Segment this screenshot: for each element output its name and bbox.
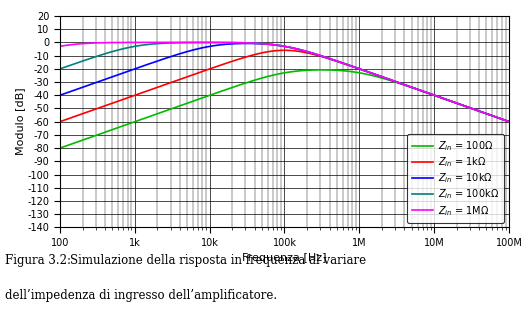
Text: Figura 3.2:: Figura 3.2: <box>5 254 71 267</box>
$Z_{in}$ = 10k$\Omega$ <box>248 42 255 45</box>
$Z_{in}$ = 100k$\Omega$ <box>57 67 63 71</box>
$Z_{in}$ = 100k$\Omega$ <box>135 44 141 48</box>
$Z_{in}$ = 100$\Omega$ <box>135 119 141 122</box>
$Z_{in}$ = 1M$\Omega$ <box>497 117 503 121</box>
$Z_{in}$ = 100$\Omega$ <box>449 100 455 103</box>
$Z_{in}$ = 1M$\Omega$ <box>248 41 255 45</box>
Y-axis label: Modulo [dB]: Modulo [dB] <box>15 88 25 156</box>
$Z_{in}$ = 1M$\Omega$ <box>57 45 63 48</box>
$Z_{in}$ = 100$\Omega$ <box>319 68 325 72</box>
$Z_{in}$ = 1k$\Omega$ <box>449 100 455 103</box>
$Z_{in}$ = 1M$\Omega$ <box>108 41 114 45</box>
$Z_{in}$ = 100$\Omega$ <box>506 120 512 123</box>
$Z_{in}$ = 100k$\Omega$ <box>229 41 235 45</box>
Line: $Z_{in}$ = 1k$\Omega$: $Z_{in}$ = 1k$\Omega$ <box>60 50 509 122</box>
$Z_{in}$ = 100$\Omega$ <box>229 86 235 89</box>
$Z_{in}$ = 100k$\Omega$ <box>108 50 114 54</box>
$Z_{in}$ = 100$\Omega$ <box>108 128 114 132</box>
$Z_{in}$ = 1M$\Omega$ <box>229 41 235 45</box>
Line: $Z_{in}$ = 100$\Omega$: $Z_{in}$ = 100$\Omega$ <box>60 70 509 148</box>
$Z_{in}$ = 10k$\Omega$ <box>108 75 114 79</box>
$Z_{in}$ = 10k$\Omega$ <box>497 117 503 121</box>
$Z_{in}$ = 1k$\Omega$ <box>281 48 288 52</box>
$Z_{in}$ = 1M$\Omega$ <box>506 120 512 123</box>
Legend: $Z_{in}$ = 100$\Omega$, $Z_{in}$ = 1k$\Omega$, $Z_{in}$ = 10k$\Omega$, $Z_{in}$ : $Z_{in}$ = 100$\Omega$, $Z_{in}$ = 1k$\O… <box>407 134 504 223</box>
Line: $Z_{in}$ = 1M$\Omega$: $Z_{in}$ = 1M$\Omega$ <box>60 42 509 121</box>
$Z_{in}$ = 100k$\Omega$ <box>497 117 503 121</box>
Text: Simulazione della risposta in frequenza al variare: Simulazione della risposta in frequenza … <box>70 254 366 267</box>
Line: $Z_{in}$ = 10k$\Omega$: $Z_{in}$ = 10k$\Omega$ <box>60 44 509 121</box>
$Z_{in}$ = 10k$\Omega$ <box>135 66 141 70</box>
$Z_{in}$ = 1M$\Omega$ <box>169 40 175 44</box>
$Z_{in}$ = 1k$\Omega$ <box>108 102 114 106</box>
$Z_{in}$ = 100k$\Omega$ <box>207 40 213 44</box>
$Z_{in}$ = 1k$\Omega$ <box>135 92 141 96</box>
X-axis label: Frequenza [Hz]: Frequenza [Hz] <box>242 253 327 263</box>
$Z_{in}$ = 10k$\Omega$ <box>229 42 235 46</box>
Text: dell’impedenza di ingresso dell’amplificatore.: dell’impedenza di ingresso dell’amplific… <box>5 289 277 302</box>
$Z_{in}$ = 100$\Omega$ <box>248 79 255 83</box>
$Z_{in}$ = 100k$\Omega$ <box>248 41 255 45</box>
$Z_{in}$ = 1M$\Omega$ <box>449 100 455 103</box>
$Z_{in}$ = 100k$\Omega$ <box>449 100 455 103</box>
$Z_{in}$ = 100k$\Omega$ <box>506 120 512 123</box>
$Z_{in}$ = 1k$\Omega$ <box>229 59 235 63</box>
Line: $Z_{in}$ = 100k$\Omega$: $Z_{in}$ = 100k$\Omega$ <box>60 42 509 121</box>
$Z_{in}$ = 1k$\Omega$ <box>497 117 503 121</box>
$Z_{in}$ = 10k$\Omega$ <box>244 42 250 45</box>
$Z_{in}$ = 1k$\Omega$ <box>57 120 63 124</box>
$Z_{in}$ = 10k$\Omega$ <box>506 120 512 123</box>
$Z_{in}$ = 10k$\Omega$ <box>449 100 455 103</box>
$Z_{in}$ = 1k$\Omega$ <box>248 53 255 57</box>
$Z_{in}$ = 1k$\Omega$ <box>506 120 512 123</box>
$Z_{in}$ = 10k$\Omega$ <box>57 93 63 97</box>
$Z_{in}$ = 100$\Omega$ <box>57 146 63 150</box>
$Z_{in}$ = 100$\Omega$ <box>497 117 503 121</box>
$Z_{in}$ = 1M$\Omega$ <box>135 40 141 44</box>
